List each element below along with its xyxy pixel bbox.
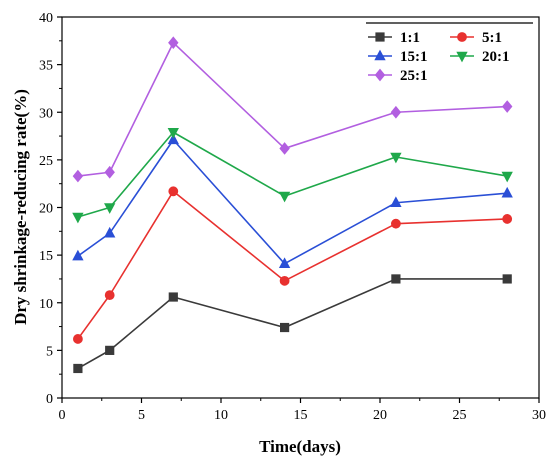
series-line — [77, 41, 508, 177]
data-point — [168, 36, 179, 50]
y-axis: 0 5 10 15 20 25 30 35 40 — [39, 11, 62, 407]
y-tick-label: 20 — [39, 202, 53, 217]
data-point — [167, 127, 179, 139]
legend-label: 25:1 — [400, 68, 428, 84]
data-point — [104, 165, 115, 179]
legend-label: 15:1 — [400, 49, 428, 65]
series-layer — [72, 36, 513, 374]
y-tick-label: 10 — [39, 297, 53, 312]
x-tick-label: 25 — [453, 408, 467, 423]
series-20-1 — [72, 127, 513, 224]
data-point — [501, 100, 513, 113]
data-point — [72, 212, 84, 224]
y-axis-title: Dry shrinkage-reducing rate(%) — [11, 89, 30, 325]
legend-marker — [374, 49, 386, 61]
legend-marker — [374, 68, 386, 82]
y-tick-label: 35 — [39, 59, 53, 74]
y-tick-label: 30 — [39, 106, 53, 121]
data-point — [391, 274, 401, 284]
x-tick-label: 30 — [532, 408, 546, 423]
legend: 1:1 5:1 15:1 20:1 25:1 — [366, 22, 533, 84]
legend-label: 1:1 — [400, 30, 420, 46]
plot-frame — [61, 16, 540, 399]
y-tick-label: 0 — [46, 392, 53, 407]
data-point — [72, 169, 84, 183]
data-point — [502, 274, 512, 284]
legend-item: 1:1 — [368, 30, 420, 46]
x-tick-label: 5 — [138, 408, 145, 423]
data-point — [168, 292, 178, 302]
y-tick-label: 25 — [39, 154, 53, 169]
data-point — [502, 214, 513, 224]
legend-marker — [457, 32, 467, 42]
legend-marker — [456, 51, 468, 63]
legend-item: 25:1 — [368, 68, 428, 84]
data-point — [72, 249, 84, 261]
data-point — [278, 257, 291, 268]
x-axis: 0 5 10 15 20 25 30 — [59, 398, 546, 423]
data-point — [105, 345, 115, 355]
series-1-1 — [73, 274, 512, 374]
legend-item: 20:1 — [450, 49, 510, 65]
data-point — [73, 334, 83, 344]
legend-label: 20:1 — [482, 49, 510, 65]
data-point — [278, 191, 291, 203]
data-point — [390, 105, 402, 119]
data-point — [73, 363, 83, 374]
legend-marker — [375, 32, 385, 42]
data-point — [279, 322, 290, 333]
data-point — [279, 142, 290, 155]
data-point — [104, 226, 116, 238]
data-point — [168, 186, 179, 197]
x-tick-label: 15 — [294, 408, 308, 423]
data-point — [104, 290, 115, 301]
data-point — [390, 152, 402, 164]
data-point — [501, 186, 513, 198]
series-5-1 — [73, 186, 513, 344]
legend-item: 15:1 — [368, 49, 428, 65]
data-point — [279, 275, 290, 286]
x-axis-title: Time(days) — [259, 437, 341, 456]
series-15-1 — [72, 133, 513, 268]
data-point — [167, 133, 179, 145]
data-point — [390, 196, 402, 208]
series-line — [77, 131, 508, 218]
series-line — [77, 139, 508, 265]
y-tick-label: 15 — [39, 249, 53, 264]
x-tick-label: 20 — [373, 408, 387, 423]
data-point — [104, 203, 116, 214]
data-point — [501, 171, 513, 183]
x-tick-label: 10 — [214, 408, 228, 423]
legend-item: 5:1 — [450, 30, 502, 46]
data-point — [390, 218, 401, 229]
y-tick-label: 40 — [39, 11, 53, 26]
series-line — [77, 278, 508, 370]
series-line — [77, 190, 508, 340]
series-25-1 — [72, 36, 513, 183]
x-tick-label: 0 — [59, 408, 66, 423]
legend-label: 5:1 — [482, 30, 502, 46]
y-tick-label: 5 — [46, 344, 53, 359]
